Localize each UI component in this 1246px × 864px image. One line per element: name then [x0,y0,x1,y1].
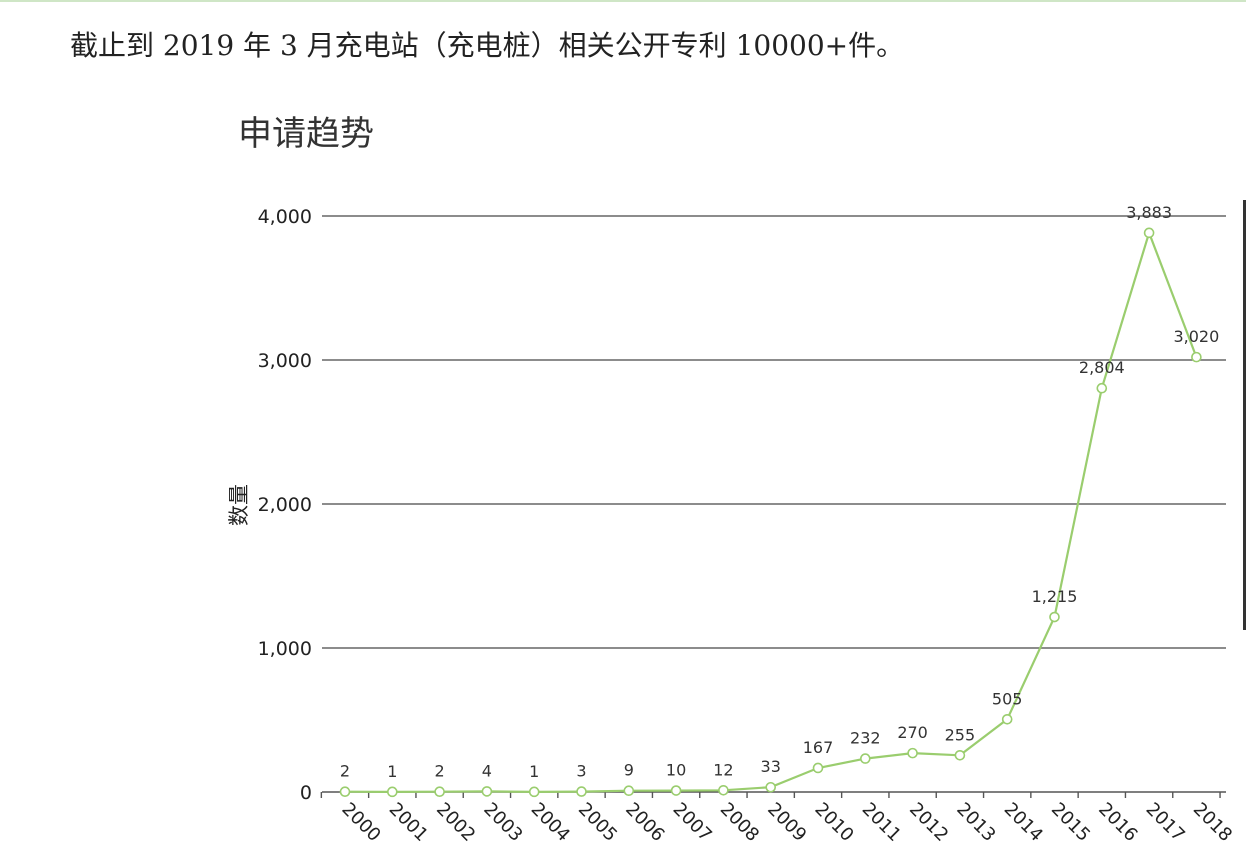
series-line [344,229,1198,794]
x-tick-label: 2002 [432,799,479,846]
x-tick-label: 2013 [952,799,999,846]
data-point [1049,611,1060,623]
data-point [1096,382,1108,394]
data-point [765,781,777,793]
x-tick-label: 2012 [905,799,952,846]
x-tick-label: 2007 [669,799,716,846]
chart-title: 申请趋势 [238,114,374,154]
y-tick-label: 3,000 [258,350,312,372]
y-tick-label: 0 [300,782,312,804]
x-tick-label: 2015 [1047,799,1094,846]
data-point [339,786,351,798]
y-tick-label: 2,000 [258,494,312,516]
data-label: 255 [945,725,976,744]
data-point [859,753,871,764]
data-label: 3 [576,762,586,781]
top-border [0,0,1246,2]
data-label: 2,804 [1079,358,1125,377]
data-point [386,786,398,798]
x-axis-ticks: 2000 2001 2002 2003 2004 2005 2006 2007 2008 2009… [337,799,1236,846]
x-tick-label: 2014 [1000,799,1047,846]
x-tick-label: 2001 [385,799,432,846]
x-tick-label: 2009 [763,799,810,846]
y-axis-ticks: 0 1,000 2,000 3,000 4,000 [258,206,312,804]
x-tick-label: 2004 [527,799,574,846]
x-tick-label: 2008 [716,799,763,846]
y-tick-label: 4,000 [258,206,312,228]
data-point [718,784,729,796]
x-tick-label: 2011 [858,799,905,846]
data-point [812,762,824,774]
x-tick-label: 2010 [810,799,857,846]
data-point [434,786,445,798]
data-label: 9 [624,761,634,780]
x-axis [320,791,1226,798]
data-point [954,749,966,761]
y-axis-label: 数量 [227,484,251,526]
data-point [481,786,493,797]
data-label: 505 [992,689,1023,708]
data-label: 12 [713,760,733,779]
x-tick-label: 2017 [1142,799,1189,846]
x-tick-label: 2006 [621,799,668,846]
data-label: 4 [482,761,492,780]
x-tick-label: 2000 [337,799,384,846]
x-tick-label: 2003 [479,799,526,846]
data-label: 1,215 [1032,587,1078,606]
data-label: 3,883 [1126,203,1172,222]
x-tick-label: 2018 [1189,799,1236,846]
data-label: 3,020 [1173,327,1219,346]
data-label: 2 [340,762,350,781]
data-label: 2 [435,762,445,781]
data-point [1191,351,1202,363]
data-point [528,786,540,798]
data-point [576,786,587,797]
data-label: 33 [761,757,781,776]
data-label: 1 [529,762,539,781]
data-point [907,747,918,759]
data-label: 232 [850,729,881,748]
data-label: 10 [666,761,686,780]
data-label: 167 [803,738,834,757]
x-tick-label: 2005 [574,799,621,846]
data-label: 1 [387,762,397,781]
data-point [1001,713,1013,725]
data-point [670,785,682,796]
data-label: 270 [897,723,928,742]
y-tick-label: 1,000 [258,638,312,660]
data-point [623,785,635,797]
data-point [1143,227,1155,239]
grid-lines [322,215,1226,649]
scrollbar-edge [1243,200,1246,630]
x-tick-label: 2016 [1094,799,1141,846]
data-points [339,227,1202,798]
intro-text: 截止到 2019 年 3 月充电站（充电桩）相关公开专利 10000+件。 [70,29,905,62]
